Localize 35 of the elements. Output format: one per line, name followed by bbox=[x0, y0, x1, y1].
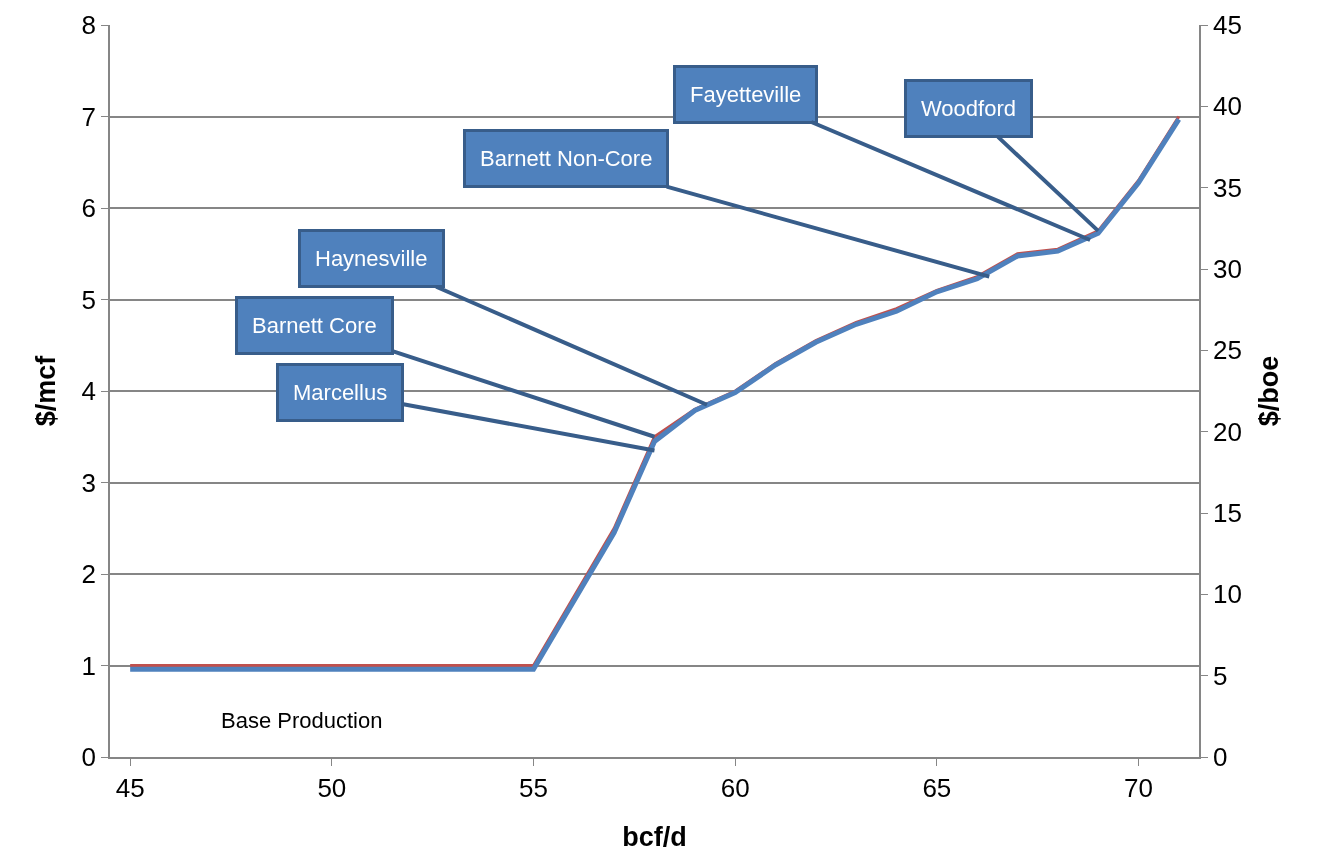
y2-tick-label: 40 bbox=[1212, 91, 1242, 122]
y2-tick-label: 10 bbox=[1212, 579, 1242, 610]
y-tick-label: 0 bbox=[81, 742, 97, 773]
y-tick-label: 3 bbox=[81, 467, 97, 498]
x-tick-label: 60 bbox=[720, 772, 750, 803]
y-tick-label: 6 bbox=[81, 193, 97, 224]
y2-tick-label: 45 bbox=[1212, 10, 1242, 41]
x-tick-label: 45 bbox=[115, 772, 145, 803]
x-tick-label: 50 bbox=[317, 772, 347, 803]
y-tick-label: 1 bbox=[81, 650, 97, 681]
annotation: Woodford bbox=[921, 96, 1016, 121]
y2-tick-label: 35 bbox=[1212, 172, 1242, 203]
x-tick-label: 65 bbox=[922, 772, 952, 803]
y-tick-label: 5 bbox=[81, 284, 97, 315]
y2-tick-label: 25 bbox=[1212, 335, 1242, 366]
annotation: Marcellus bbox=[293, 380, 388, 405]
y2-tick-label: 5 bbox=[1212, 660, 1228, 691]
y2-tick-label: 15 bbox=[1212, 498, 1242, 529]
y-axis-title: $/mcf bbox=[31, 354, 62, 427]
x-axis-title: bcf/d bbox=[622, 821, 687, 852]
y2-tick-label: 0 bbox=[1212, 742, 1228, 773]
y-tick-label: 7 bbox=[81, 101, 97, 132]
x-tick-label: 70 bbox=[1124, 772, 1153, 803]
annotation: Barnett Non-Core bbox=[480, 146, 653, 171]
annotation: Base Production bbox=[221, 708, 383, 733]
y2-axis-title: $/boe bbox=[1253, 355, 1284, 427]
y2-tick-label: 20 bbox=[1212, 416, 1242, 447]
annotation: Barnett Core bbox=[252, 313, 377, 338]
annotation: Haynesville bbox=[315, 246, 428, 271]
y-tick-label: 4 bbox=[81, 376, 97, 407]
y-tick-label: 8 bbox=[81, 10, 97, 41]
y-tick-label: 2 bbox=[81, 559, 97, 590]
x-tick-label: 55 bbox=[519, 772, 548, 803]
y2-tick-label: 30 bbox=[1212, 254, 1242, 285]
annotation: Fayetteville bbox=[690, 82, 802, 107]
